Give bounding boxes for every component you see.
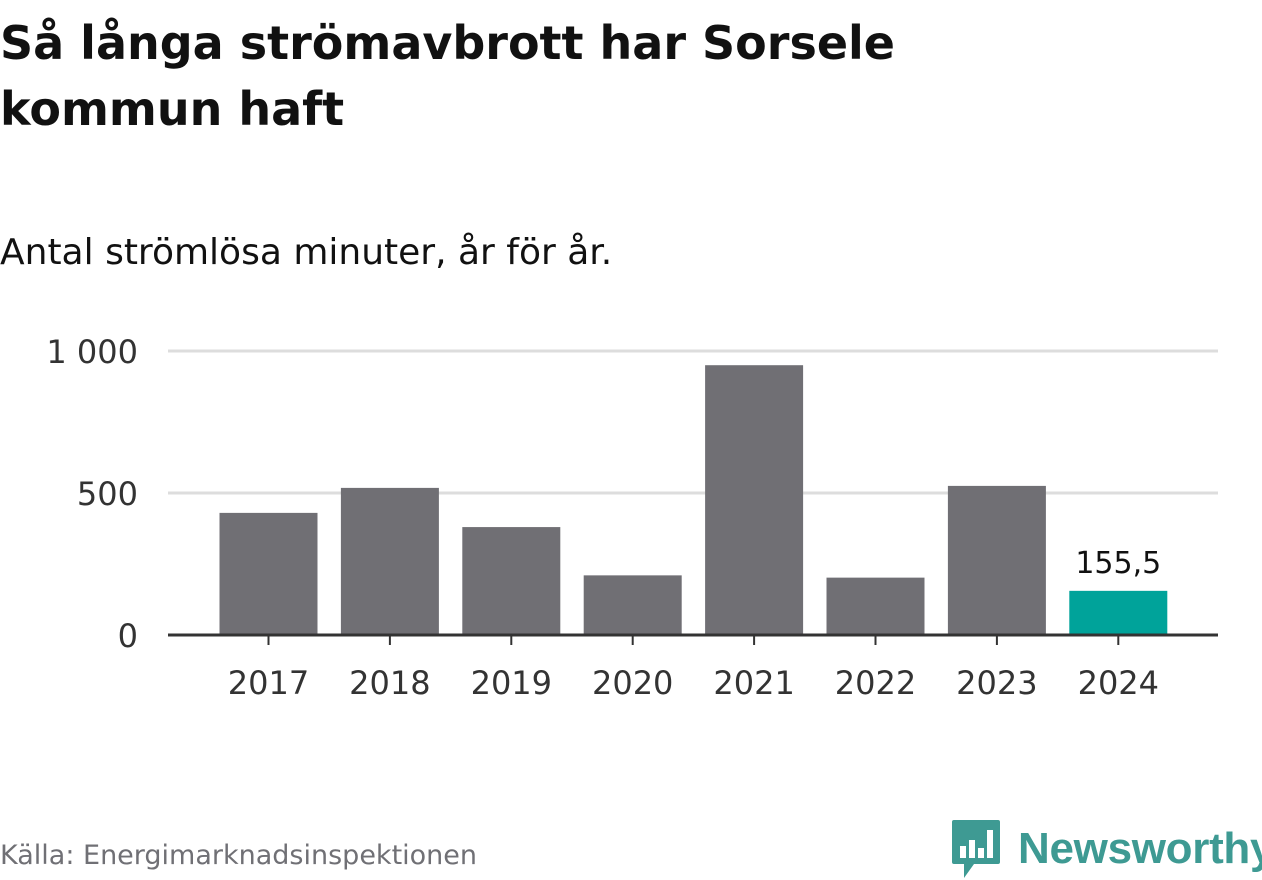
brand-logo: Newsworthy xyxy=(950,818,1262,880)
bar-2017 xyxy=(219,512,318,635)
data-labels: 155,5 xyxy=(1075,546,1161,581)
bar-2024 xyxy=(1069,590,1168,635)
x-tick-label: 2023 xyxy=(956,664,1037,702)
x-axis: 2017 2018 2019 2020 2021 2022 2023 2024 xyxy=(168,633,1218,702)
y-tick-label: 500 xyxy=(77,475,138,513)
x-tick-label: 2024 xyxy=(1078,664,1159,702)
bar-2023 xyxy=(947,485,1046,635)
x-tick-label: 2018 xyxy=(349,664,430,702)
gridlines xyxy=(168,349,1218,495)
y-tick-label: 1 000 xyxy=(46,333,138,371)
x-tick-label: 2022 xyxy=(835,664,916,702)
chart-subtitle: Antal strömlösa minuter, år för år. xyxy=(0,232,613,273)
chart-title: Så långa strömavbrott har Sorsele kommun… xyxy=(0,16,896,136)
data-label: 155,5 xyxy=(1075,546,1161,581)
bar-chart-speech-bubble-icon xyxy=(952,820,1000,878)
bar-2019 xyxy=(462,527,561,635)
x-tick-label: 2021 xyxy=(713,664,794,702)
y-axis-ticks: 0 500 1 000 xyxy=(46,333,138,655)
x-tick-label: 2019 xyxy=(471,664,552,702)
bar-2020 xyxy=(583,575,682,635)
x-tick-label: 2020 xyxy=(592,664,673,702)
x-tick-label: 2017 xyxy=(228,664,309,702)
brand-name: Newsworthy xyxy=(1018,824,1262,873)
bar-2021 xyxy=(705,365,804,635)
bar-2022 xyxy=(826,577,925,635)
bar-2018 xyxy=(340,487,439,635)
y-tick-label: 0 xyxy=(118,617,138,655)
source-note: Källa: Energimarknadsinspektionen xyxy=(0,840,478,871)
bars xyxy=(219,365,1168,635)
